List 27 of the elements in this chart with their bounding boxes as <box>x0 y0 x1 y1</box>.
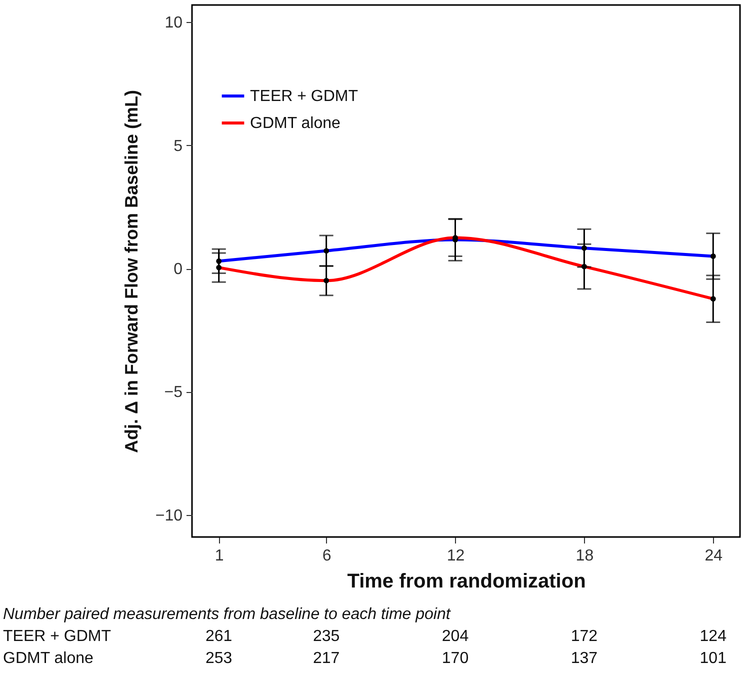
text: 217 <box>312 650 340 668</box>
text: 235 <box>312 628 340 646</box>
x-tick-label: 6 <box>322 548 332 564</box>
y-tick-label: 5 <box>174 138 183 155</box>
text: GDMT alone <box>3 650 94 667</box>
y-tick-label: −5 <box>164 384 183 402</box>
text: 172 <box>570 628 598 646</box>
x-tick-label: 1 <box>214 548 224 564</box>
text: 253 <box>206 650 232 668</box>
x-axis-title: Time from randomization <box>347 570 586 592</box>
legend-label: TEER + GDMT <box>250 88 358 105</box>
x-tick-label: 12 <box>446 548 465 564</box>
text: Number paired measurements from baseline to each time point <box>3 606 450 624</box>
text: 204 <box>442 628 469 646</box>
text: 101 <box>700 650 726 668</box>
y-tick-label: 0 <box>174 261 183 278</box>
y-tick-label: 10 <box>164 14 183 32</box>
text: 261 <box>206 628 232 646</box>
text: 137 <box>570 650 598 668</box>
y-axis-title: Adj. Δ in Forward Flow from Baseline (mL) <box>121 90 142 453</box>
y-tick-label: −10 <box>155 507 183 524</box>
text: TEER + GDMT <box>3 628 112 645</box>
text: 170 <box>442 650 469 668</box>
text: 124 <box>700 628 726 646</box>
x-tick-label: 18 <box>576 548 594 564</box>
x-tick-label: 24 <box>704 548 723 564</box>
legend-label: GDMT alone <box>250 115 341 132</box>
